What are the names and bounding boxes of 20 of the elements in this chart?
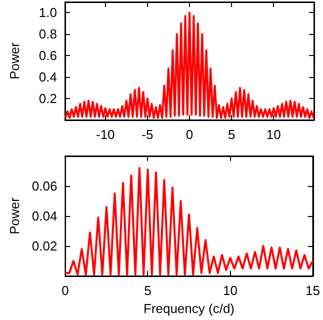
y-axis-title: Power: [7, 196, 22, 234]
x-axis-title: Frequency (c/d): [143, 300, 235, 316]
x-tick-label: 0: [62, 283, 69, 298]
x-tick-label: 5: [228, 127, 236, 142]
y-tick-label: 0.04: [32, 208, 58, 224]
y-axis-title: Power: [7, 42, 22, 80]
x-tick-label: 15: [306, 283, 320, 298]
y-tick-label: 1.0: [38, 5, 57, 20]
x-tick-label: -10: [96, 127, 115, 142]
y-tick-label: 0.8: [38, 26, 57, 42]
y-tick-label: 0.2: [38, 91, 57, 106]
x-tick-label: -5: [142, 127, 154, 142]
y-tick-label: 0.06: [32, 178, 58, 194]
y-tick-label: 0.02: [32, 238, 58, 254]
y-tick-label: 0.4: [38, 70, 57, 85]
x-tick-label: 10: [223, 283, 238, 298]
x-tick-label: 5: [144, 283, 152, 298]
x-tick-label: 10: [266, 127, 281, 142]
y-tick-label: 0.6: [38, 48, 57, 64]
x-tick-label: 0: [186, 127, 194, 142]
